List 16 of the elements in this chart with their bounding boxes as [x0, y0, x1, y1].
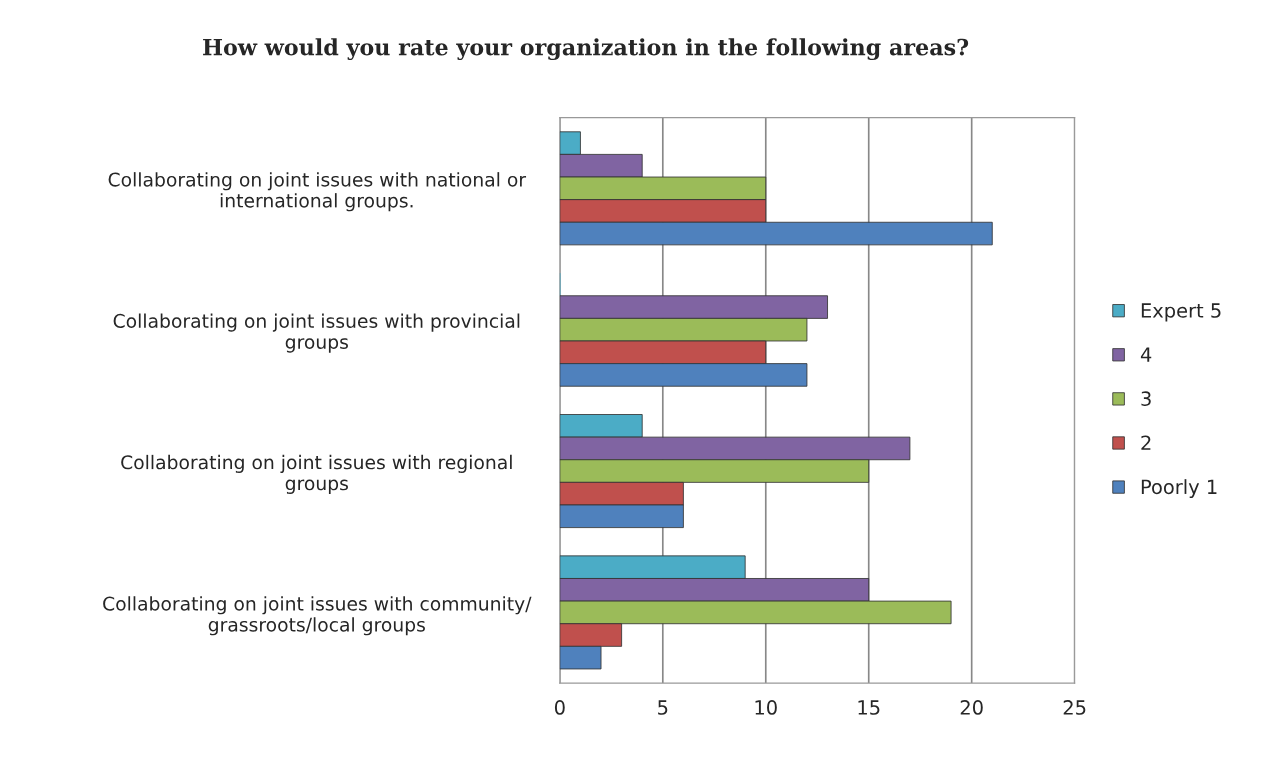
chart-title: How would you rate your organization in the following areas? [203, 38, 969, 61]
legend-label: 4 [1140, 347, 1152, 362]
legend-label: Expert 5 [1141, 303, 1221, 322]
x-tick-label: 10 [755, 700, 777, 715]
legend-label: 2 [1141, 435, 1151, 450]
x-tick-label: 0 [554, 700, 565, 715]
x-tick-label: 15 [858, 700, 880, 715]
y-tick-label: Collaborating on joint issues with regional groups [121, 454, 512, 494]
x-tick-label: 5 [658, 700, 668, 715]
y-tick-label: Collaborating on joint issues with community/ grassroots/local groups [103, 596, 532, 636]
x-tick-label: 20 [960, 700, 983, 715]
y-tick-label: Collaborating on joint issues with national or international groups. [108, 172, 527, 212]
y-tick-label: Collaborating on joint issues with provincial groups [113, 313, 520, 353]
legend-label: Poorly 1 [1141, 479, 1217, 498]
legend-label: 3 [1141, 391, 1151, 407]
x-tick-label: 25 [1063, 700, 1086, 715]
